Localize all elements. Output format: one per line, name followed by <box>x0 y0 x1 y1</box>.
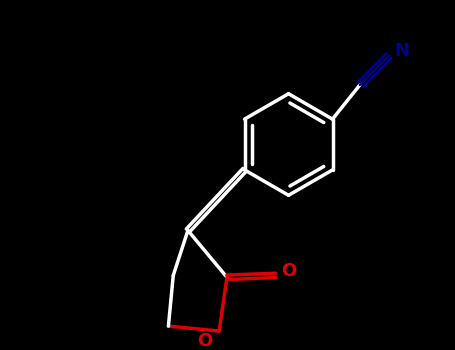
Text: N: N <box>394 42 410 60</box>
Text: O: O <box>197 332 212 350</box>
Text: O: O <box>281 262 296 280</box>
